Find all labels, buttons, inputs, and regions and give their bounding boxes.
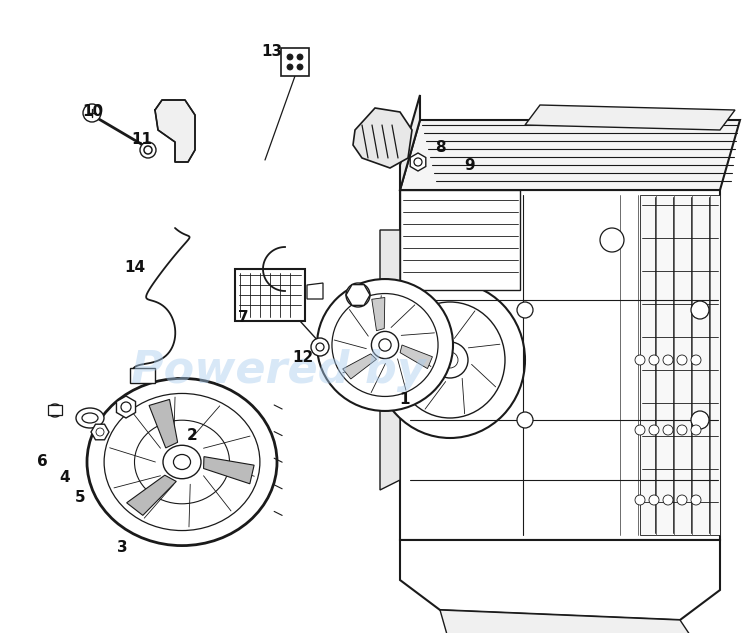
Circle shape	[144, 146, 152, 154]
Polygon shape	[91, 424, 109, 440]
Ellipse shape	[375, 282, 525, 438]
Polygon shape	[343, 354, 376, 379]
Circle shape	[96, 428, 104, 436]
Polygon shape	[400, 345, 433, 368]
Ellipse shape	[76, 408, 104, 428]
Circle shape	[691, 425, 701, 435]
Polygon shape	[380, 230, 400, 490]
Circle shape	[691, 301, 709, 319]
Text: 7: 7	[238, 311, 248, 325]
Circle shape	[121, 402, 131, 412]
Ellipse shape	[371, 332, 398, 359]
Text: 10: 10	[82, 104, 104, 120]
Circle shape	[691, 495, 701, 505]
Circle shape	[316, 343, 324, 351]
Circle shape	[600, 228, 624, 252]
Circle shape	[83, 104, 101, 122]
Text: 4: 4	[60, 470, 70, 486]
Ellipse shape	[432, 342, 468, 378]
Text: 5: 5	[75, 489, 86, 505]
Circle shape	[691, 355, 701, 365]
Polygon shape	[155, 100, 195, 162]
Circle shape	[677, 355, 687, 365]
Polygon shape	[372, 298, 385, 330]
Circle shape	[297, 54, 303, 60]
Text: 13: 13	[262, 44, 283, 60]
Ellipse shape	[82, 413, 98, 423]
Ellipse shape	[163, 445, 201, 479]
Text: 12: 12	[292, 351, 314, 365]
Polygon shape	[440, 610, 700, 633]
Polygon shape	[400, 190, 520, 290]
Polygon shape	[640, 195, 720, 535]
Polygon shape	[353, 108, 412, 168]
Ellipse shape	[442, 352, 458, 368]
Circle shape	[517, 302, 533, 318]
Polygon shape	[525, 105, 735, 130]
Polygon shape	[410, 153, 426, 171]
Text: 11: 11	[131, 132, 152, 147]
Ellipse shape	[173, 454, 190, 470]
Polygon shape	[203, 456, 254, 484]
Polygon shape	[346, 285, 370, 305]
Circle shape	[297, 64, 303, 70]
Circle shape	[287, 64, 293, 70]
Circle shape	[140, 142, 156, 158]
Circle shape	[414, 158, 422, 166]
Text: 14: 14	[124, 261, 146, 275]
Text: 1: 1	[400, 392, 410, 408]
Circle shape	[691, 411, 709, 429]
Polygon shape	[307, 283, 323, 299]
Polygon shape	[235, 269, 305, 321]
Circle shape	[677, 495, 687, 505]
Circle shape	[635, 355, 645, 365]
Polygon shape	[127, 475, 176, 515]
Circle shape	[663, 355, 673, 365]
Ellipse shape	[104, 394, 260, 530]
Circle shape	[663, 495, 673, 505]
Polygon shape	[116, 396, 136, 418]
Circle shape	[287, 54, 293, 60]
Circle shape	[311, 338, 329, 356]
Ellipse shape	[395, 302, 505, 418]
Text: 2: 2	[187, 427, 197, 442]
Circle shape	[635, 495, 645, 505]
Circle shape	[663, 425, 673, 435]
Polygon shape	[400, 190, 720, 540]
Text: Powered by: Powered by	[131, 349, 426, 392]
Ellipse shape	[332, 294, 438, 396]
Polygon shape	[400, 95, 420, 190]
Circle shape	[649, 495, 659, 505]
Ellipse shape	[134, 420, 230, 504]
Polygon shape	[400, 540, 720, 620]
Polygon shape	[48, 405, 62, 415]
Polygon shape	[130, 368, 155, 383]
Text: 9: 9	[465, 158, 476, 173]
Circle shape	[352, 289, 364, 301]
Text: 3: 3	[117, 541, 128, 556]
Circle shape	[649, 355, 659, 365]
Polygon shape	[400, 120, 740, 190]
Ellipse shape	[379, 339, 391, 351]
Ellipse shape	[87, 379, 277, 546]
Polygon shape	[149, 399, 178, 448]
Circle shape	[649, 425, 659, 435]
Ellipse shape	[317, 279, 453, 411]
Circle shape	[635, 425, 645, 435]
Circle shape	[677, 425, 687, 435]
Polygon shape	[281, 48, 309, 76]
Text: 8: 8	[435, 141, 445, 156]
Circle shape	[346, 283, 370, 307]
Text: 6: 6	[37, 454, 47, 470]
Circle shape	[517, 412, 533, 428]
